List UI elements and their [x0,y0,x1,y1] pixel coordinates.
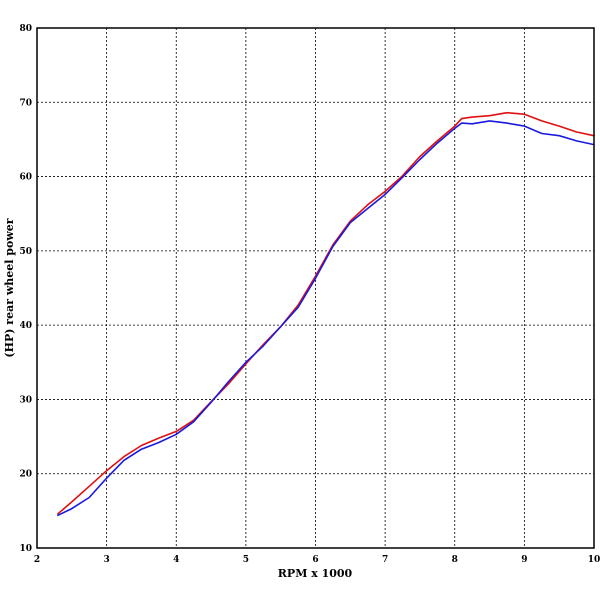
y-tick-label: 50 [19,247,32,257]
plot-frame [36,27,595,549]
y-tick-label: 20 [19,470,32,480]
x-tick-label: 5 [243,555,249,565]
series-layer [57,111,595,517]
x-tick-label: 9 [521,555,527,565]
red-power-curve [57,111,595,515]
x-tick-label: 10 [588,555,600,565]
y-axis-ticks: 10 20 30 40 50 60 70 80 [19,24,32,554]
x-tick-label: 4 [173,555,179,565]
x-axis-title: RPM x 1000 [278,567,353,580]
x-tick-label: 7 [382,555,388,565]
x-tick-label: 8 [452,555,458,565]
y-tick-label: 10 [19,544,32,554]
x-tick-label: 6 [312,555,318,565]
x-axis-ticks: 2 3 4 5 6 7 8 9 10 [34,555,600,565]
y-axis-title: (HP) rear wheel power [3,218,16,357]
blue-power-curve [57,120,595,517]
x-tick-label: 2 [34,555,40,565]
y-tick-label: 30 [19,395,32,405]
y-tick-label: 40 [19,321,32,331]
grid [37,28,594,548]
x-tick-label: 3 [103,555,109,565]
y-tick-label: 80 [19,24,32,34]
y-tick-label: 70 [19,98,32,108]
y-tick-label: 60 [19,173,32,183]
